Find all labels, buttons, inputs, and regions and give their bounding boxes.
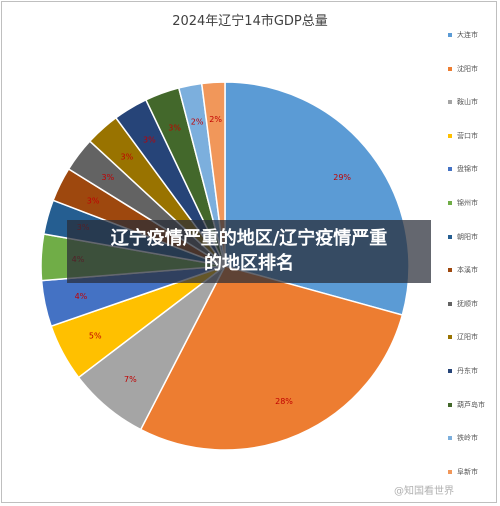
legend-swatch bbox=[448, 167, 452, 172]
slice-data-label: 29% bbox=[333, 173, 351, 182]
legend-swatch bbox=[448, 469, 452, 474]
headline-text: 辽宁疫情严重的地区/辽宁疫情严重 的地区排名 bbox=[67, 226, 431, 276]
legend-swatch bbox=[448, 133, 452, 138]
chart-title: 2024年辽宁14市GDP总量 bbox=[172, 14, 328, 29]
slice-data-label: 3% bbox=[121, 152, 134, 161]
slice-data-label: 4% bbox=[75, 292, 88, 301]
legend-item: 本溪市 bbox=[448, 263, 478, 277]
legend-label: 大连市 bbox=[457, 31, 478, 39]
legend-swatch bbox=[448, 100, 452, 105]
legend-label: 沈阳市 bbox=[457, 64, 478, 73]
legend-label: 锦州市 bbox=[457, 199, 478, 207]
legend-swatch bbox=[448, 436, 452, 441]
legend-swatch bbox=[448, 66, 452, 71]
legend-item: 辽阳市 bbox=[448, 330, 478, 344]
legend-swatch bbox=[448, 234, 452, 239]
legend-item: 朝阳市 bbox=[448, 230, 478, 244]
legend-label: 丹东市 bbox=[457, 367, 478, 375]
legend-swatch bbox=[448, 268, 452, 273]
legend-label: 铁岭市 bbox=[457, 434, 478, 443]
legend-label: 本溪市 bbox=[457, 266, 478, 275]
slice-data-label: 3% bbox=[102, 173, 115, 182]
slice-data-label: 2% bbox=[209, 115, 222, 124]
headline-line-1: 辽宁疫情严重的地区/辽宁疫情严重 bbox=[110, 228, 388, 249]
legend-label: 朝阳市 bbox=[457, 232, 478, 241]
pie-slice bbox=[139, 265, 404, 451]
legend-item: 阜新市 bbox=[448, 465, 478, 479]
legend-item: 抚顺市 bbox=[448, 297, 478, 311]
legend-item: 葫芦岛市 bbox=[448, 398, 485, 412]
legend-item: 鞍山市 bbox=[448, 95, 478, 109]
headline-line-2: 的地区排名 bbox=[204, 253, 294, 274]
legend-label: 辽阳市 bbox=[457, 333, 478, 342]
legend-label: 鞍山市 bbox=[457, 98, 478, 107]
legend-label: 抚顺市 bbox=[457, 299, 478, 308]
legend-label: 营口市 bbox=[457, 131, 478, 140]
watermark: @知国看世界 bbox=[394, 486, 454, 497]
slice-data-label: 5% bbox=[89, 332, 102, 341]
slice-data-label: 3% bbox=[143, 136, 156, 145]
legend-item: 沈阳市 bbox=[448, 62, 478, 76]
legend-item: 大连市 bbox=[448, 28, 478, 42]
slice-data-label: 2% bbox=[191, 117, 204, 126]
legend-item: 丹东市 bbox=[448, 364, 478, 378]
legend-swatch bbox=[448, 369, 452, 373]
legend-item: 营口市 bbox=[448, 129, 478, 143]
slice-data-label: 3% bbox=[87, 197, 100, 206]
legend-swatch bbox=[448, 335, 452, 340]
legend-item: 盘锦市 bbox=[448, 162, 478, 176]
legend-swatch bbox=[448, 33, 452, 37]
slice-data-label: 3% bbox=[168, 124, 181, 133]
headline-overlay: 辽宁疫情严重的地区/辽宁疫情严重 的地区排名 bbox=[67, 220, 431, 283]
legend-swatch bbox=[448, 301, 452, 306]
legend-item: 铁岭市 bbox=[448, 431, 478, 445]
slice-data-label: 28% bbox=[275, 397, 293, 406]
legend-label: 阜新市 bbox=[457, 467, 478, 476]
legend-item: 锦州市 bbox=[448, 196, 478, 210]
legend-swatch bbox=[448, 201, 452, 205]
slice-data-label: 7% bbox=[124, 375, 137, 384]
legend-label: 葫芦岛市 bbox=[457, 400, 485, 409]
legend-label: 盘锦市 bbox=[457, 165, 478, 174]
legend-swatch bbox=[448, 402, 452, 407]
